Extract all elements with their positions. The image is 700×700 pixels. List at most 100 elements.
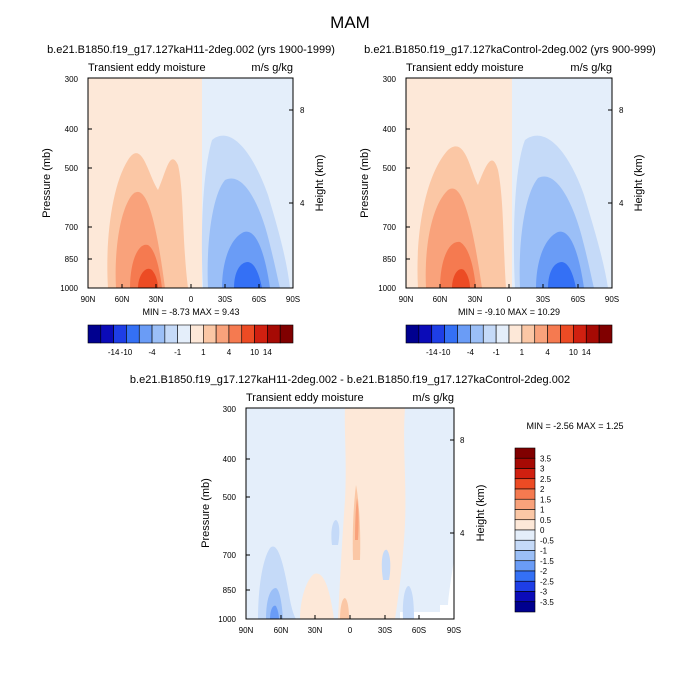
y-tick-label: 400 [223,455,237,464]
colorbar-label: -4 [149,348,157,357]
panel-1-plot-area [87,77,294,289]
panel-3-y-axis: 300 400 500 700 850 1000 Pressure (mb) [200,405,250,624]
colorbar-swatch [514,570,536,582]
panel-2-left-string: Transient eddy moisture [406,62,524,74]
panel-3-ylabel-right: Height (km) [475,485,487,542]
panel-2-x-axis: 90N 60N 30N 0 30S 60S 90S [399,284,619,304]
panel-3-contour [340,598,349,619]
colorbar-swatch [514,498,536,510]
colorbar-label: -10 [439,348,451,357]
colorbar-label: 0 [540,526,545,535]
colorbar-label: -14 [426,348,438,357]
x-tick-label: 60N [115,295,130,304]
y-tick-label: 500 [383,164,397,173]
colorbar-swatch [87,324,102,344]
colorbar-label: 14 [263,348,272,357]
colorbar-swatch [514,560,536,572]
panel-3-contour [270,605,279,619]
colorbar-label: -3 [540,588,548,597]
colorbar-swatch [126,324,140,344]
x-tick-label: 0 [507,295,512,304]
height-tick-label: 4 [460,529,465,538]
panel-3-x-axis: 90N 60N 30N 0 30S 60S 90S [239,615,461,635]
panel-1-left-string: Transient eddy moisture [88,62,206,74]
panel-1-ylabel-right: Height (km) [314,155,326,212]
colorbar-label: -10 [121,348,133,357]
y-tick-label: 500 [65,164,79,173]
y-tick-label: 700 [223,551,237,560]
x-tick-label: 90S [447,626,461,635]
y-tick-label: 700 [383,223,397,232]
y-tick-label: 300 [383,75,397,84]
x-tick-label: 60N [433,295,448,304]
panel-2-plot-area [405,77,613,289]
colorbar-label: 1 [201,348,206,357]
panel-1-stats: MIN = -8.73 MAX = 9.43 [142,307,239,317]
x-tick-label: 90N [399,295,414,304]
x-tick-label: 90N [239,626,254,635]
panel-1-y-axis: 300 400 500 700 850 1000 Pressure (mb) [41,75,92,293]
colorbar-label: 1 [520,348,525,357]
panel-2-height-axis: 8 4 Height (km) [608,106,645,211]
colorbar-swatch [514,591,536,603]
figure-title: MAM [330,13,370,32]
colorbar-swatch [470,324,484,344]
panel-3-contour [266,588,283,619]
colorbar-swatch [514,529,536,541]
colorbar-label: 2 [540,485,545,494]
x-tick-label: 60N [274,626,289,635]
y-tick-label: 500 [223,493,237,502]
colorbar-swatch [100,324,114,344]
colorbar-swatch [151,324,166,344]
colorbar-swatch [514,601,536,613]
colorbar-swatch [495,324,510,344]
colorbar-label: 0.5 [540,516,552,525]
x-tick-label: 30N [308,626,323,635]
panel-2-title: b.e21.B1850.f19_g17.127kaControl-2deg.00… [364,44,656,56]
panel-3-contour [300,573,334,619]
colorbar-swatch [267,324,281,344]
height-tick-label: 8 [300,106,305,115]
panel-2: b.e21.B1850.f19_g17.127kaControl-2deg.00… [359,44,656,357]
colorbar-swatch [598,324,613,344]
panel-2-y-axis: 300 400 500 700 850 1000 Pressure (mb) [359,75,410,293]
colorbar-swatch [203,324,217,344]
colorbar-swatch [547,324,561,344]
y-tick-label: 700 [65,223,79,232]
height-tick-label: 4 [619,199,624,208]
colorbar-swatch [573,324,587,344]
x-tick-label: 30S [218,295,232,304]
colorbar-swatch [241,324,255,344]
panel-3-height-axis: 8 4 Height (km) [450,436,487,541]
panel-1-height-axis: 8 4 Height (km) [289,106,326,211]
colorbar-label: -1 [493,348,501,357]
panel-2-contour [548,262,576,288]
height-tick-label: 8 [619,106,624,115]
y-tick-label: 400 [65,125,79,134]
colorbar-swatch [482,324,497,344]
colorbar-label: 4 [227,348,232,357]
y-tick-label: 300 [223,405,237,414]
panel-2-colorbar: -14 -10 -4 -1 1 4 10 14 [405,324,613,357]
panel-3-ylabel: Pressure (mb) [200,478,212,548]
colorbar-label: -2.5 [540,577,554,586]
colorbar-swatch [521,324,536,344]
colorbar-swatch [534,324,548,344]
colorbar-label: 2.5 [540,475,552,484]
colorbar-label: 4 [545,348,550,357]
colorbar-swatch [514,488,536,500]
panel-2-right-string: m/s g/kg [570,62,612,74]
x-tick-label: 0 [348,626,353,635]
x-tick-label: 90S [605,295,619,304]
colorbar-label: 14 [582,348,591,357]
colorbar-label: 1 [540,506,545,515]
colorbar-label: -0.5 [540,536,554,545]
colorbar-label: 3.5 [540,454,552,463]
panel-3-contour [258,546,296,619]
panel-1-colorbar: -14 -10 -4 -1 1 4 10 14 [87,324,294,357]
panel-1-contour [234,262,262,288]
colorbar-swatch [585,324,600,344]
colorbar-swatch [418,324,433,344]
colorbar-swatch [514,447,536,459]
colorbar-swatch [514,457,536,469]
